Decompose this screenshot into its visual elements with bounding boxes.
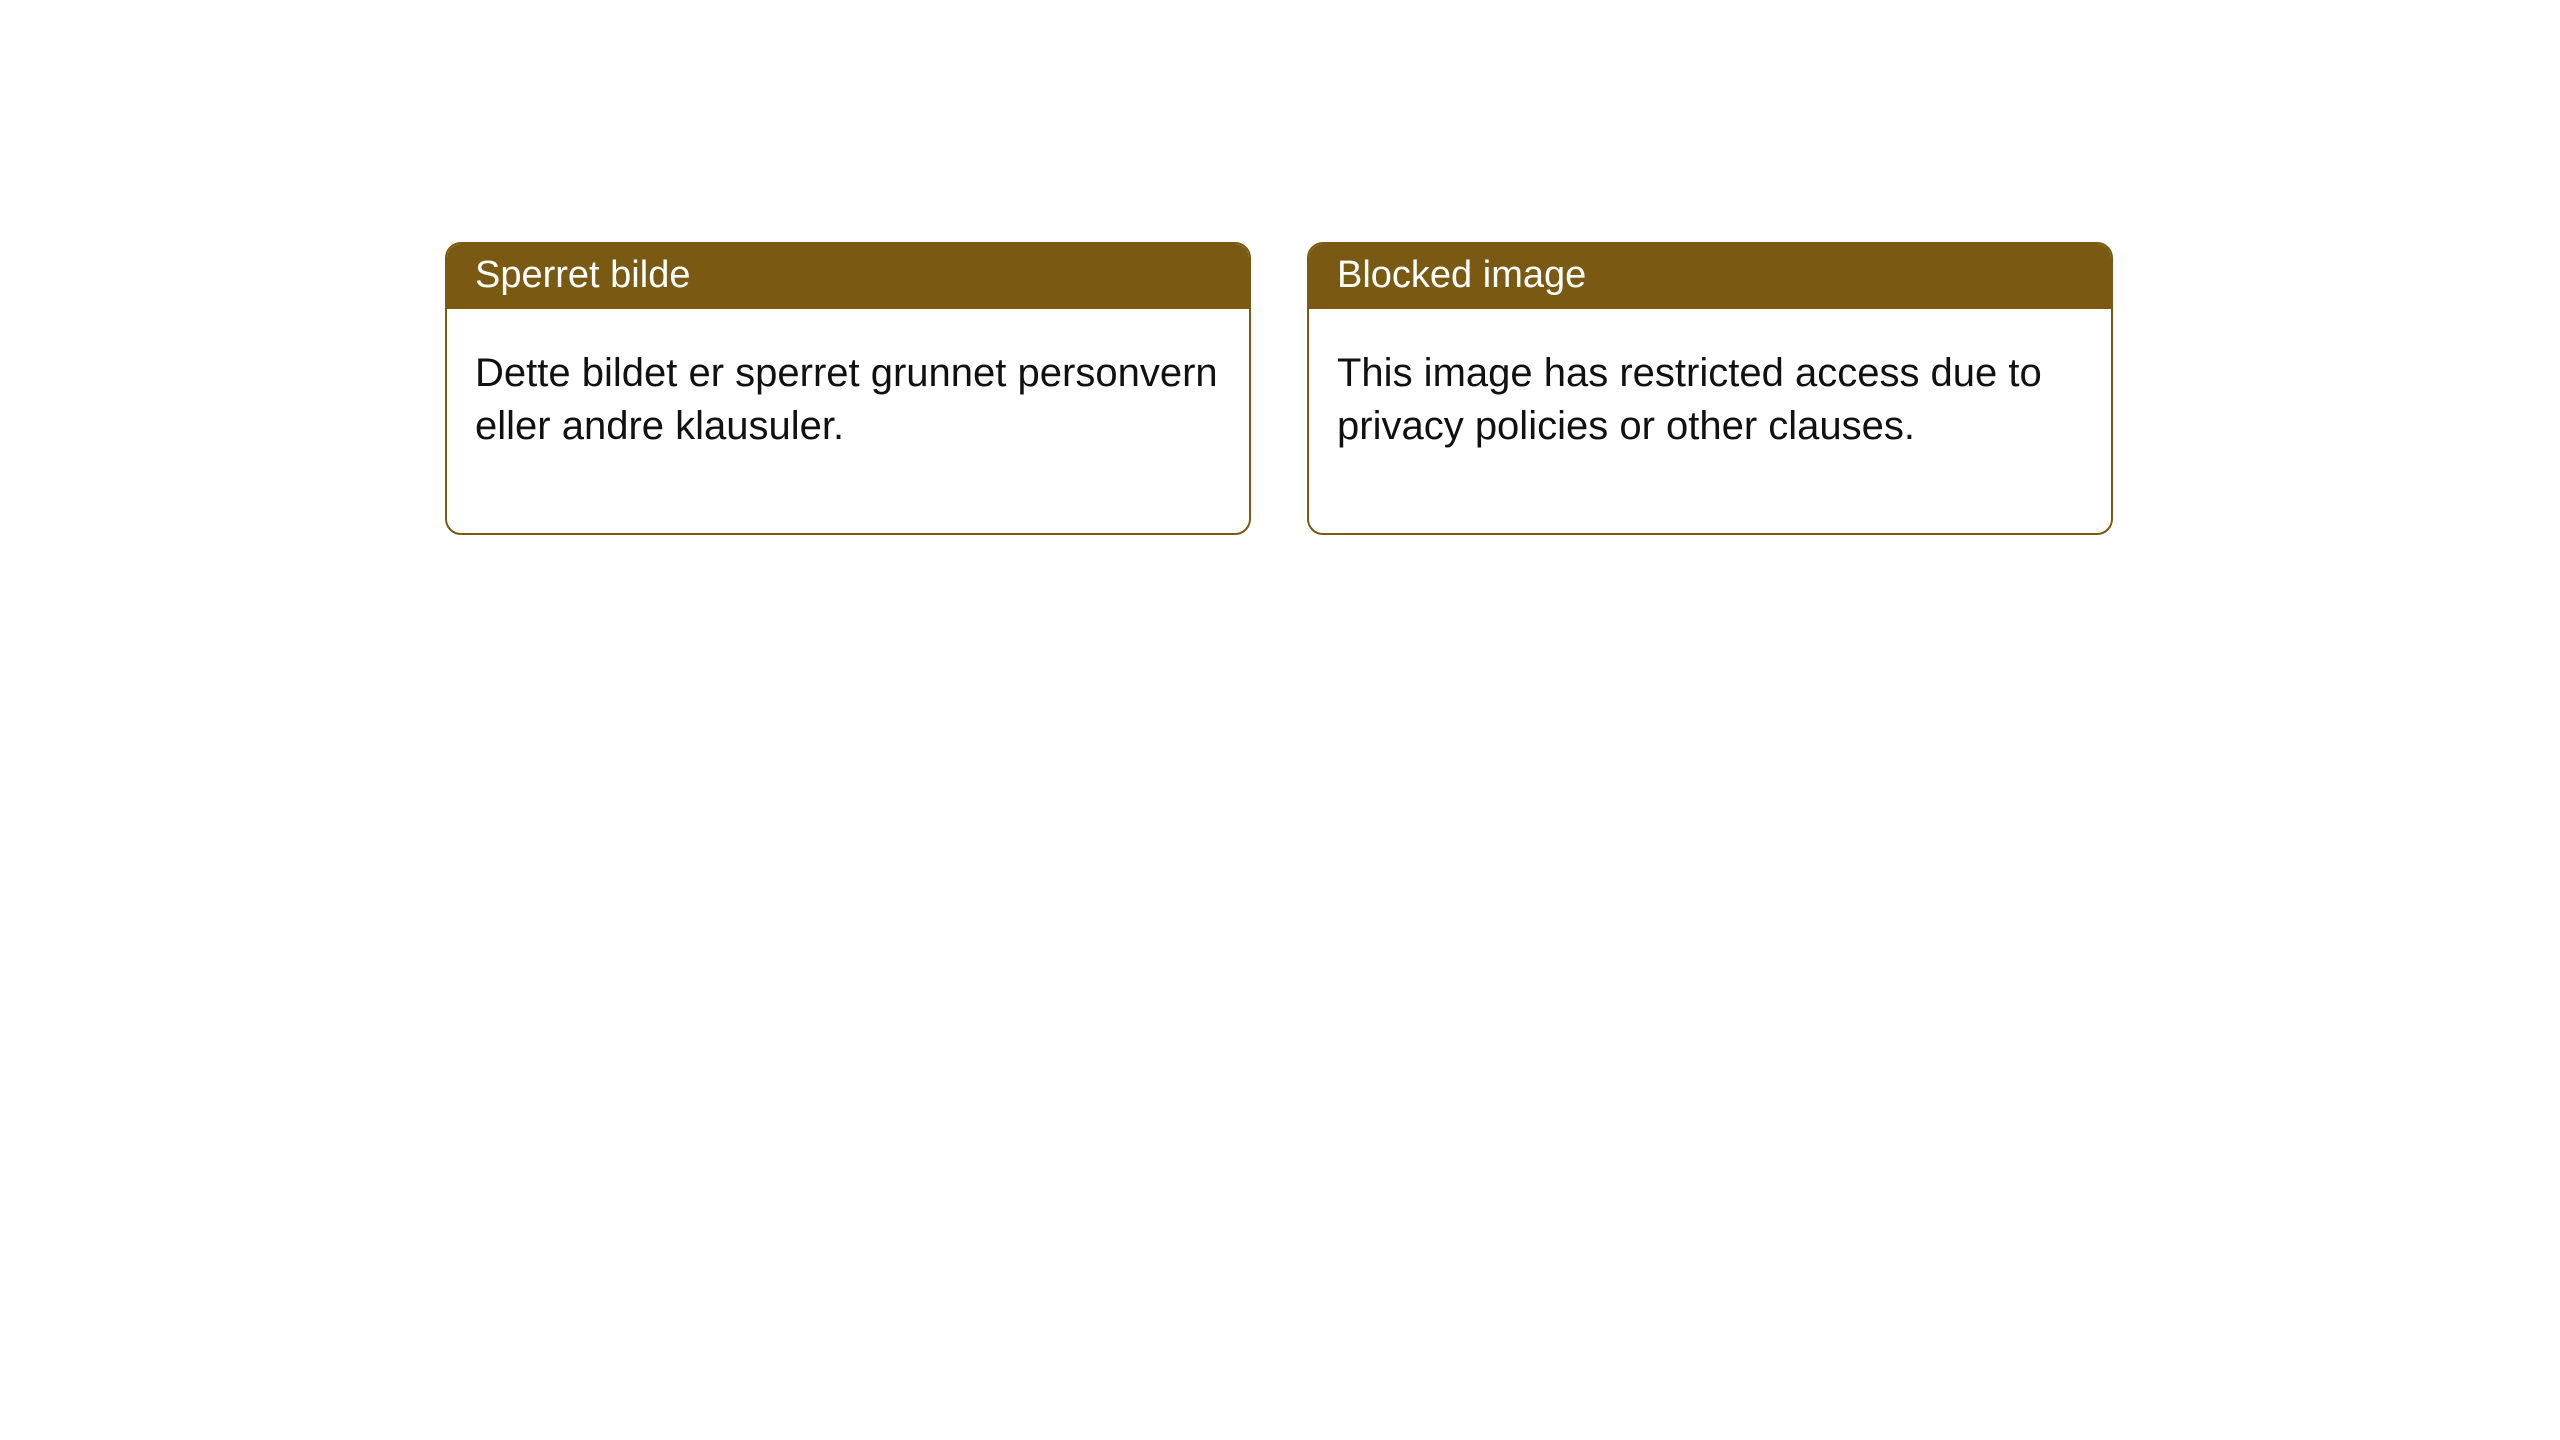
notice-card-body: This image has restricted access due to … <box>1309 309 2111 533</box>
notice-cards-container: Sperret bilde Dette bildet er sperret gr… <box>445 242 2113 535</box>
notice-card-body: Dette bildet er sperret grunnet personve… <box>447 309 1249 533</box>
notice-card-title: Blocked image <box>1309 244 2111 309</box>
notice-card-en: Blocked image This image has restricted … <box>1307 242 2113 535</box>
notice-card-no: Sperret bilde Dette bildet er sperret gr… <box>445 242 1251 535</box>
notice-card-title: Sperret bilde <box>447 244 1249 309</box>
